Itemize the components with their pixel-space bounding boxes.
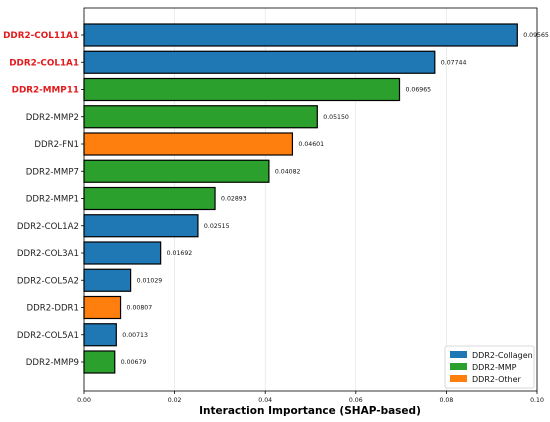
legend: DDR2-Collagen DDR2-MMP DDR2-Other (444, 345, 535, 389)
bar-value-label: 0.02515 (204, 223, 230, 230)
bar (83, 323, 117, 347)
category-label: DDR2-FN1 (34, 140, 79, 150)
category-label: DDR2-COL5A1 (17, 331, 79, 341)
category-label: DDR2-COL5A2 (17, 276, 79, 286)
bar-value-label: 0.00807 (127, 305, 153, 312)
category-label: DDR2-COL11A1 (3, 31, 79, 41)
bar-value-label: 0.04082 (275, 168, 301, 175)
bar-value-label: 0.02893 (221, 196, 247, 203)
category-label: DDR2-MMP7 (26, 167, 79, 177)
category-label: DDR2-COL1A2 (17, 222, 79, 232)
bar (83, 186, 216, 211)
bar (83, 295, 122, 320)
x-tick-label: 0.06 (349, 397, 363, 404)
x-axis-ticks: 0.00 0.02 0.04 0.06 0.08 0.10 (77, 391, 544, 404)
x-tick-label: 0.08 (440, 397, 454, 404)
bar-value-label: 0.00713 (122, 332, 148, 339)
category-label: DDR2-MMP11 (12, 86, 79, 96)
legend-swatch (450, 375, 467, 382)
bar-value-label: 0.07744 (441, 59, 467, 66)
category-label: DDR2-COL3A1 (17, 249, 79, 259)
bar (83, 159, 270, 183)
plot-frame (83, 7, 538, 392)
x-tick-label: 0.10 (530, 397, 544, 404)
bar-value-label: 0.04601 (298, 141, 324, 148)
legend-label: DDR2-Other (472, 375, 522, 384)
legend-box (444, 345, 535, 389)
bar (83, 241, 162, 265)
category-labels: DDR2-COL11A1 DDR2-COL1A1 DDR2-MMP11 DDR2-MM… (3, 31, 84, 368)
bar-value-label: 0.09565 (523, 32, 549, 39)
bar (83, 23, 518, 47)
legend-label: DDR2-MMP (472, 363, 517, 372)
x-tick-label: 0.02 (168, 397, 182, 404)
bar-value-label: 0.05150 (323, 114, 349, 121)
bar-value-label: 0.01029 (137, 277, 163, 284)
bar-value-label: 0.06965 (406, 87, 432, 94)
category-label: DDR2-MMP9 (26, 358, 79, 368)
category-label: DDR2-COL1A1 (9, 58, 79, 68)
legend-swatch (450, 363, 467, 370)
bar (83, 132, 294, 156)
bar (83, 268, 132, 292)
bar-value-label: 0.01692 (167, 250, 193, 257)
bar (83, 50, 436, 74)
x-axis-title: Interaction Importance (SHAP-based) (199, 405, 421, 417)
category-label: DDR2-DDR1 (27, 304, 79, 314)
x-tick-label: 0.04 (258, 397, 272, 404)
bar-value-label: 0.00679 (121, 359, 147, 366)
bar (83, 214, 199, 238)
bar (83, 350, 116, 374)
legend-swatch (450, 351, 467, 358)
value-labels: 0.09565 0.07744 0.06965 0.05150 0.04601 0.040… (121, 32, 549, 366)
legend-label: DDR2-Collagen (472, 351, 533, 360)
x-tick-label: 0.00 (77, 397, 91, 404)
category-label: DDR2-MMP2 (26, 113, 79, 123)
category-label: DDR2-MMP1 (26, 195, 79, 205)
bar (83, 105, 318, 129)
bar (83, 77, 401, 102)
